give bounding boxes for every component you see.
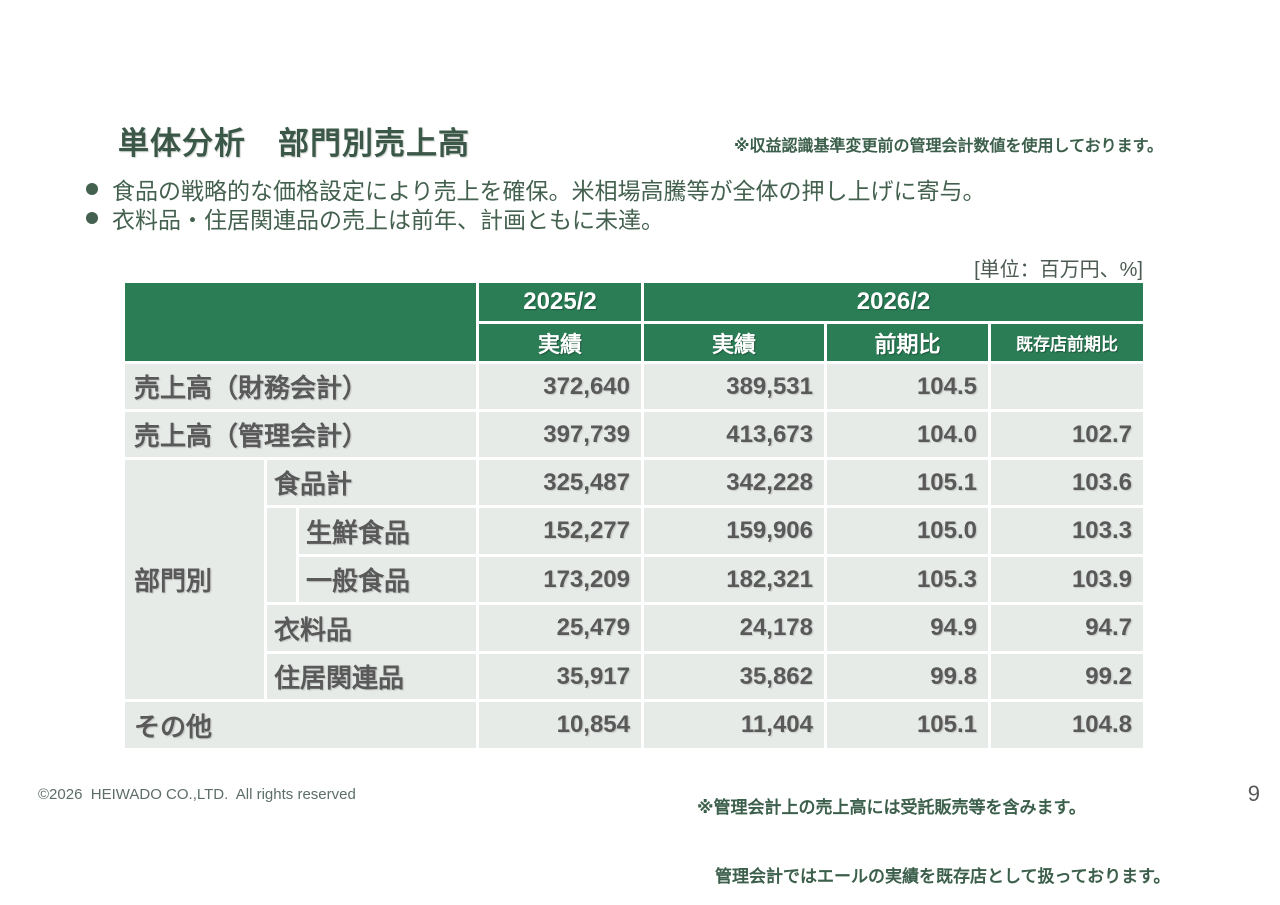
row-label-others: その他 [125,702,476,748]
sales-by-department-table: 2025/2 2026/2 実績 実績 前期比 既存店前期比 売上高（財務会計）… [125,283,1143,748]
cell-general-food-actual-prev: 173,209 [479,557,641,602]
cell-sales-financial-same-store-yoy [991,364,1143,409]
copyright-text: ©2026 HEIWADO CO.,LTD. All rights reserv… [38,786,356,803]
bullet-dot-icon [86,182,98,195]
cell-household-goods-same-store-yoy: 99.2 [991,654,1143,699]
cell-fresh-food-yoy: 105.0 [827,508,988,554]
cell-clothing-actual-curr: 24,178 [644,605,824,651]
cell-food-total-actual-prev: 325,487 [479,460,641,505]
cell-general-food-same-store-yoy: 103.9 [991,557,1143,602]
cell-food-total-actual-curr: 342,228 [644,460,824,505]
header-note: ※収益認識基準変更前の管理会計数値を使用しております。 [734,138,1163,155]
cell-sales-management-actual-curr: 413,673 [644,412,824,457]
bullet-dot-icon [86,211,98,224]
bullet-text: 食品の戦略的な価格設定により売上を確保。米相場高騰等が全体の押し上げに寄与。 [112,177,986,204]
column-header-actual-curr: 実績 [644,324,824,361]
cell-fresh-food-same-store-yoy: 103.3 [991,508,1143,554]
cell-sales-financial-actual-curr: 389,531 [644,364,824,409]
cell-clothing-yoy: 94.9 [827,605,988,651]
slide-title: 単体分析 部門別売上高 [118,126,470,161]
column-header-year-curr: 2026/2 [644,283,1143,321]
cell-general-food-actual-curr: 182,321 [644,557,824,602]
row-label-sales-financial: 売上高（財務会計） [125,364,476,409]
row-label-household-goods: 住居関連品 [267,654,476,699]
cell-sales-management-actual-prev: 397,739 [479,412,641,457]
cell-household-goods-actual-curr: 35,862 [644,654,824,699]
indent-spacer [267,508,296,602]
cell-sales-management-same-store-yoy: 102.7 [991,412,1143,457]
page-number: 9 [1247,781,1260,806]
table-footnote: ※管理会計上の売上高には受託販売等を含みます。 管理会計ではエールの実績を既存店… [697,750,1170,905]
column-header-actual-prev: 実績 [479,324,641,361]
cell-household-goods-actual-prev: 35,917 [479,654,641,699]
footnote-line: 管理会計ではエールの実績を既存店として扱っております。 [715,867,1171,886]
cell-others-yoy: 105.1 [827,702,988,748]
cell-sales-management-yoy: 104.0 [827,412,988,457]
row-label-food-total: 食品計 [267,460,476,505]
cell-clothing-same-store-yoy: 94.7 [991,605,1143,651]
column-header-year-prev: 2025/2 [479,283,641,321]
bullet-item: 衣料品・住居関連品の売上は前年、計画ともに未達。 [86,203,986,233]
bullet-item: 食品の戦略的な価格設定により売上を確保。米相場高騰等が全体の押し上げに寄与。 [86,174,986,204]
cell-general-food-yoy: 105.3 [827,557,988,602]
cell-household-goods-yoy: 99.8 [827,654,988,699]
column-header-yoy: 前期比 [827,324,988,361]
cell-sales-financial-actual-prev: 372,640 [479,364,641,409]
cell-fresh-food-actual-prev: 152,277 [479,508,641,554]
row-group-label-by-department: 部門別 [125,460,264,699]
cell-clothing-actual-prev: 25,479 [479,605,641,651]
cell-fresh-food-actual-curr: 159,906 [644,508,824,554]
cell-others-actual-prev: 10,854 [479,702,641,748]
cell-others-actual-curr: 11,404 [644,702,824,748]
bullet-list: 食品の戦略的な価格設定により売上を確保。米相場高騰等が全体の押し上げに寄与。 衣… [86,174,986,233]
cell-sales-financial-yoy: 104.5 [827,364,988,409]
cell-food-total-same-store-yoy: 103.6 [991,460,1143,505]
row-label-fresh-food: 生鮮食品 [299,508,476,554]
row-label-general-food: 一般食品 [299,557,476,602]
unit-label: [単位：百万円、%] [974,259,1143,281]
row-label-sales-management: 売上高（管理会計） [125,412,476,457]
bullet-text: 衣料品・住居関連品の売上は前年、計画ともに未達。 [112,206,664,233]
footnote-line: ※管理会計上の売上高には受託販売等を含みます。 [697,798,1086,817]
cell-food-total-yoy: 105.1 [827,460,988,505]
column-header-same-store-yoy: 既存店前期比 [991,324,1143,361]
table-header-corner [125,283,476,361]
cell-others-same-store-yoy: 104.8 [991,702,1143,748]
row-label-clothing: 衣料品 [267,605,476,651]
